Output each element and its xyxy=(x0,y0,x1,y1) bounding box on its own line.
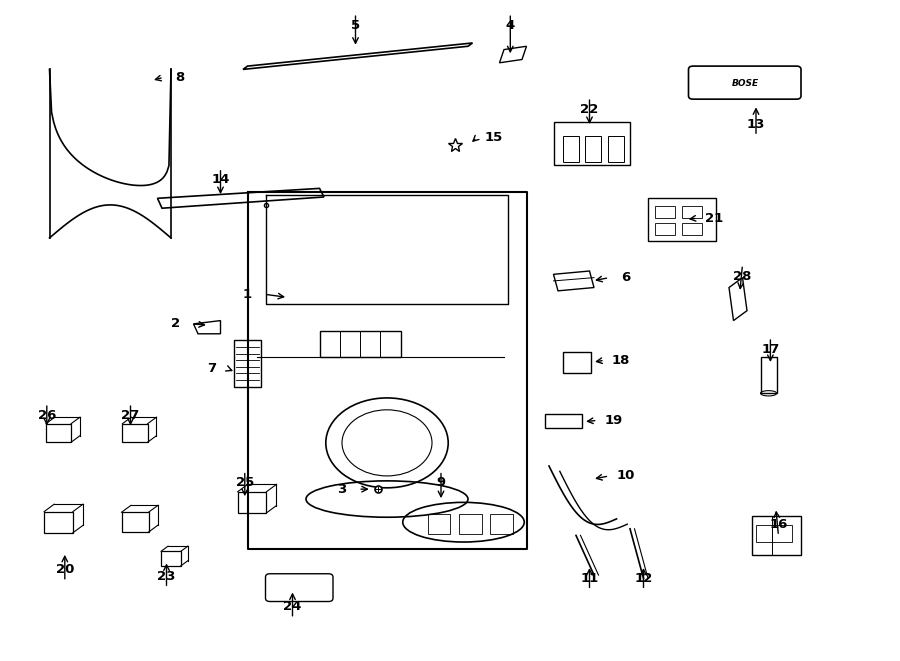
Text: 7: 7 xyxy=(207,362,216,375)
Text: 20: 20 xyxy=(56,563,74,576)
Text: 6: 6 xyxy=(621,271,630,284)
Text: 13: 13 xyxy=(747,118,765,131)
Bar xyxy=(562,352,591,373)
Polygon shape xyxy=(158,188,324,208)
Bar xyxy=(238,492,266,513)
Text: 27: 27 xyxy=(122,408,140,422)
Polygon shape xyxy=(243,43,472,69)
Text: 16: 16 xyxy=(770,518,788,531)
Text: 8: 8 xyxy=(176,71,184,84)
Polygon shape xyxy=(729,278,747,321)
Polygon shape xyxy=(554,271,594,291)
Bar xyxy=(44,512,73,533)
Bar xyxy=(655,206,675,218)
Polygon shape xyxy=(194,321,220,334)
Text: 28: 28 xyxy=(734,270,752,283)
Text: 11: 11 xyxy=(580,572,598,585)
Bar xyxy=(544,414,582,428)
Bar xyxy=(122,512,148,532)
Text: 9: 9 xyxy=(436,476,446,489)
Text: 2: 2 xyxy=(171,317,180,330)
Text: 14: 14 xyxy=(212,173,230,186)
Text: 26: 26 xyxy=(38,408,56,422)
Text: 24: 24 xyxy=(284,600,302,613)
Bar xyxy=(756,525,792,542)
Text: 25: 25 xyxy=(236,476,254,489)
Text: 22: 22 xyxy=(580,102,598,116)
Text: 23: 23 xyxy=(158,570,176,583)
Bar xyxy=(682,223,702,235)
Bar xyxy=(428,514,450,534)
Bar xyxy=(760,357,777,393)
Bar xyxy=(459,514,482,534)
Bar xyxy=(234,340,261,387)
Text: 19: 19 xyxy=(605,414,623,427)
Text: BOSE: BOSE xyxy=(732,79,759,89)
Text: 12: 12 xyxy=(634,572,652,585)
Bar xyxy=(320,330,400,357)
Bar xyxy=(491,514,513,534)
Bar xyxy=(161,551,181,566)
Text: 18: 18 xyxy=(612,354,630,367)
Text: 3: 3 xyxy=(338,483,346,496)
Text: 17: 17 xyxy=(761,342,779,356)
Bar xyxy=(648,198,716,241)
Bar xyxy=(554,122,630,165)
Bar xyxy=(682,206,702,218)
Bar xyxy=(585,136,601,162)
Polygon shape xyxy=(500,46,526,63)
Bar xyxy=(122,424,148,442)
Bar xyxy=(562,136,579,162)
Text: 5: 5 xyxy=(351,19,360,32)
Text: 10: 10 xyxy=(616,469,634,483)
Bar xyxy=(46,424,71,442)
Text: 21: 21 xyxy=(705,212,723,225)
Text: 15: 15 xyxy=(484,131,502,144)
Bar xyxy=(655,223,675,235)
Bar xyxy=(752,516,801,555)
Bar xyxy=(608,136,624,162)
Text: 1: 1 xyxy=(243,288,252,301)
Text: 4: 4 xyxy=(506,19,515,32)
